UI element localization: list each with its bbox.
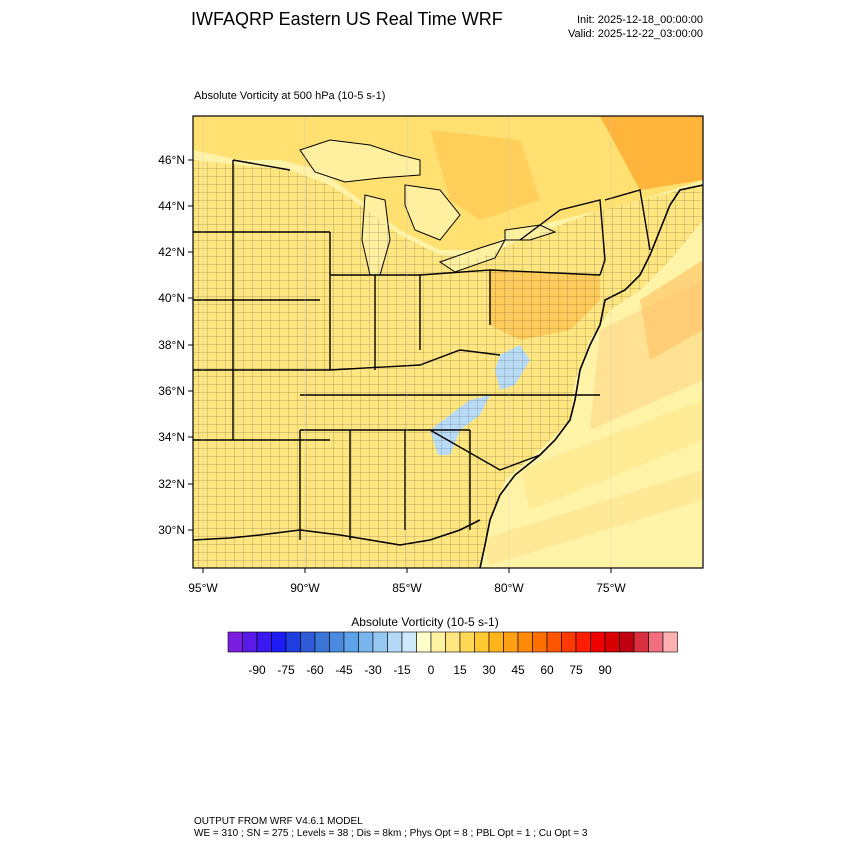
- ocean-band-light: [520, 400, 703, 510]
- colorbar-label: 30: [482, 663, 496, 677]
- lon-label: 80°W: [494, 581, 524, 595]
- lat-label: 40°N: [158, 291, 185, 305]
- colorbar-label: -90: [248, 663, 266, 677]
- lat-label: 46°N: [158, 153, 185, 167]
- colorbar-title: Absolute Vorticity (10-5 s-1): [351, 615, 499, 629]
- canada-vorticity-max: [430, 130, 540, 220]
- footer: OUTPUT FROM WRF V4.6.1 MODEL WE = 310 ; …: [194, 816, 587, 840]
- lon-label: 90°W: [290, 581, 320, 595]
- colorbar-box: [604, 631, 620, 653]
- footer-model-line: OUTPUT FROM WRF V4.6.1 MODEL: [194, 816, 363, 827]
- colorbar-box: [445, 631, 461, 653]
- map-field: [193, 116, 703, 568]
- colorbar-box: [517, 631, 533, 653]
- colorbar-box: [256, 631, 272, 653]
- lake-superior: [299, 139, 421, 183]
- colorbar-box: [314, 631, 330, 653]
- ocean-band-light-2: [480, 470, 703, 565]
- lon-label: 75°W: [596, 581, 626, 595]
- lat-labels: 46°N 44°N 42°N 40°N 38°N 36°N 34°N 32°N …: [158, 153, 185, 537]
- lon-ticks: [202, 568, 612, 573]
- lon-label: 95°W: [188, 581, 218, 595]
- colorbar-box: [329, 631, 345, 653]
- colorbar-label: -45: [335, 663, 353, 677]
- footer-config-line: WE = 310 ; SN = 275 ; Levels = 38 ; Dis …: [194, 828, 588, 839]
- plot-subtitle: Absolute Vorticity at 500 hPa (10-5 s-1): [194, 90, 386, 102]
- map-frame: [192, 115, 704, 569]
- colorbar-box: [619, 631, 635, 653]
- lat-label: 42°N: [158, 245, 185, 259]
- gulf-coastline: [193, 519, 481, 546]
- state-boundaries: [193, 159, 651, 540]
- colorbar-box: [227, 631, 243, 653]
- atlantic-coastline: [479, 184, 703, 568]
- lat-label: 44°N: [158, 199, 185, 213]
- colorbar-label: 75: [569, 663, 583, 677]
- colorbar-box: [532, 631, 548, 653]
- colorbar-box: [416, 631, 432, 653]
- county-boundaries: [193, 160, 703, 568]
- colorbar-label: 0: [428, 663, 435, 677]
- colorbar-label: -15: [393, 663, 411, 677]
- lat-label: 34°N: [158, 430, 185, 444]
- colorbar-box: [300, 631, 316, 653]
- colorbar-box: [590, 631, 606, 653]
- colorbar-box: [387, 631, 403, 653]
- colorbar-label: -75: [277, 663, 295, 677]
- lat-label: 32°N: [158, 477, 185, 491]
- lon-labels: 95°W 90°W 85°W 80°W 75°W: [188, 581, 626, 595]
- colorbar-box: [546, 631, 562, 653]
- colorbar-box: [503, 631, 519, 653]
- lat-label: 36°N: [158, 384, 185, 398]
- colorbar-box: [459, 631, 475, 653]
- lat-label: 30°N: [158, 523, 185, 537]
- colorbar-label: 15: [453, 663, 467, 677]
- colorbar-box: [662, 631, 678, 653]
- colorbar-box: [488, 631, 504, 653]
- colorbar-label: -60: [306, 663, 324, 677]
- colorbar-box: [358, 631, 374, 653]
- colorbar-box: [242, 631, 258, 653]
- lon-label: 85°W: [392, 581, 422, 595]
- ocean-band-dark: [640, 260, 703, 360]
- init-time: Init: 2025-12-18_00:00:00: [577, 14, 703, 26]
- colorbar-box: [343, 631, 359, 653]
- valid-time: Valid: 2025-12-22_03:00:00: [568, 28, 703, 40]
- colorbar-label: 90: [598, 663, 612, 677]
- main-title: IWFAQRP Eastern US Real Time WRF: [191, 9, 503, 29]
- colorbar-box: [648, 631, 664, 653]
- colorbar-box: [271, 631, 287, 653]
- colorbar-labels: -90 -75 -60 -45 -30 -15 0 15 30 45 60 75 90: [248, 663, 612, 677]
- lat-ticks: [188, 159, 193, 531]
- colorbar-label: 60: [540, 663, 554, 677]
- colorbar-label: 45: [511, 663, 525, 677]
- colorbar-box: [561, 631, 577, 653]
- northeast-vorticity-max: [600, 116, 703, 190]
- lake-huron: [404, 184, 461, 241]
- colorbar-box: [401, 631, 417, 653]
- colorbar-box: [633, 631, 649, 653]
- graticule: [202, 116, 612, 568]
- init-valid-block: Init: 2025-12-18_00:00:00 Valid: 2025-12…: [540, 13, 703, 41]
- colorbar-label: -30: [364, 663, 382, 677]
- colorbar-box: [430, 631, 446, 653]
- lat-label: 38°N: [158, 338, 185, 352]
- colorbar-box: [575, 631, 591, 653]
- colorbar: [227, 631, 678, 653]
- colorbar-box: [372, 631, 388, 653]
- colorbar-box: [474, 631, 490, 653]
- colorbar-box: [285, 631, 301, 653]
